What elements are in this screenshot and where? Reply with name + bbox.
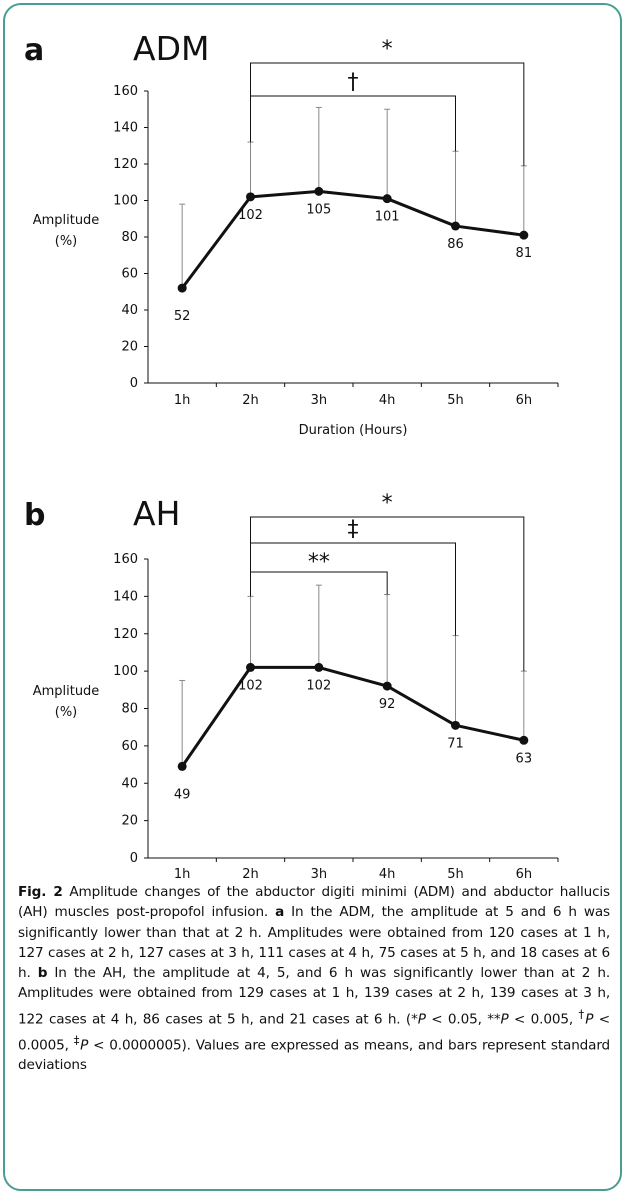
x-tick-label: 3h (311, 393, 328, 408)
data-label: 92 (379, 697, 396, 712)
x-tick-label: 1h (174, 867, 191, 880)
caption-p4-rest: < 0.0000005). Values are expressed as me… (18, 1037, 611, 1074)
data-label: 86 (447, 237, 464, 252)
y-tick-label: 140 (113, 589, 138, 604)
figure-caption: Fig. 2 Amplitude changes of the abductor… (18, 882, 610, 1076)
significance-symbol: † (348, 70, 359, 95)
x-tick-label: 2h (242, 393, 259, 408)
data-label: 105 (306, 202, 331, 217)
caption-p1-prefix: * (411, 1011, 418, 1028)
caption-part-b-text: In the AH, the amplitude at 4, 5, and 6 … (18, 965, 610, 1028)
x-tick-label: 1h (174, 393, 191, 408)
panel-a-title: ADM (133, 29, 209, 68)
data-point (451, 221, 460, 231)
caption-p4-var: P (80, 1037, 89, 1054)
data-point (246, 662, 255, 672)
caption-p2-rest: < 0.005, (508, 1011, 579, 1028)
caption-fig-label: Fig. 2 (18, 884, 63, 900)
caption-p2-var: P (500, 1011, 509, 1028)
data-label: 102 (306, 678, 331, 693)
y-tick-label: 100 (113, 194, 138, 209)
y-tick-label: 80 (121, 702, 138, 717)
caption-p3-var: P (585, 1011, 594, 1028)
significance-bracket (250, 571, 388, 597)
caption-part-a-text: In the ADM, the amplitude at 5 and 6 h w… (18, 904, 610, 982)
y-tick-label: 160 (113, 552, 138, 567)
y-axis-label-unit: (%) (55, 234, 78, 249)
data-label: 102 (238, 208, 263, 223)
x-tick-label: 5h (447, 393, 464, 408)
panel-b-letter: b (24, 498, 45, 533)
caption-part-b-label: b (37, 965, 48, 982)
y-tick-label: 40 (121, 303, 138, 318)
caption-p1-var: P (417, 1011, 426, 1028)
significance-bracket (250, 542, 456, 636)
significance-symbol: * (382, 491, 393, 516)
x-tick-label: 2h (242, 867, 259, 880)
y-tick-label: 0 (130, 376, 138, 391)
data-label: 52 (174, 309, 191, 324)
significance-symbol: * (382, 37, 393, 62)
significance-symbol: ** (308, 550, 330, 575)
data-label: 101 (375, 210, 400, 225)
panel-b-title: AH (133, 494, 180, 533)
data-label: 63 (516, 751, 533, 766)
data-label: 81 (516, 246, 533, 261)
figure-frame (3, 3, 622, 1191)
x-tick-label: 3h (311, 867, 328, 880)
data-point (382, 681, 392, 691)
figure-canvas: a ADM 0 20 40 60 80 100 120 140 160 1h 2h 3h 4h 5h 6h A… (24, 29, 559, 880)
x-tick-label: 4h (379, 867, 396, 880)
caption-p3-prefix: † (578, 1006, 586, 1021)
y-tick-label: 0 (130, 851, 138, 866)
data-label: 102 (238, 678, 263, 693)
data-label: 71 (447, 736, 464, 751)
y-axis-label: Amplitude (33, 684, 100, 699)
y-tick-label: 120 (113, 157, 138, 172)
caption-title: Amplitude changes of the abductor digiti… (18, 884, 610, 921)
y-tick-label: 20 (121, 814, 138, 829)
chart-b: 0 20 40 60 80 100 120 140 160 1h 2h 3h 4h 5h 6h Amplitu… (33, 491, 559, 880)
x-tick-label: 4h (379, 393, 396, 408)
y-tick-label: 60 (121, 739, 138, 754)
caption-part-a-label: a (275, 904, 285, 921)
data-label: 49 (174, 787, 191, 802)
data-point (519, 735, 529, 745)
data-point (519, 230, 529, 240)
caption-p4-prefix: ‡ (73, 1032, 81, 1047)
data-point (246, 192, 255, 202)
y-tick-label: 100 (113, 664, 138, 679)
y-tick-label: 120 (113, 627, 138, 642)
significance-symbol: ‡ (348, 517, 359, 542)
y-tick-label: 60 (121, 267, 138, 282)
x-axis-label: Duration (Hours) (299, 423, 408, 438)
data-point (314, 186, 324, 196)
y-axis-label: Amplitude (33, 213, 100, 228)
y-tick-label: 160 (113, 84, 138, 99)
chart-a: 0 20 40 60 80 100 120 140 160 1h 2h 3h 4h 5h 6h Amplitu… (33, 37, 559, 438)
caption-p3-rest: < 0.0005, (18, 1011, 610, 1054)
series-line (180, 189, 525, 289)
y-axis-label-unit: (%) (55, 705, 78, 720)
data-point (451, 720, 460, 730)
data-point (177, 761, 187, 771)
y-tick-label: 80 (121, 230, 138, 245)
caption-p1-rest: < 0.05, (425, 1011, 488, 1028)
x-tick-label: 5h (447, 867, 464, 880)
x-tick-label: 6h (516, 393, 533, 408)
data-point (177, 283, 187, 293)
caption-p2-prefix: ** (487, 1011, 501, 1028)
data-point (382, 194, 392, 204)
y-tick-label: 40 (121, 776, 138, 791)
x-tick-label: 6h (516, 867, 533, 880)
series-line (180, 665, 525, 768)
data-point (314, 662, 324, 672)
panel-a-letter: a (24, 33, 44, 68)
significance-bracket (250, 95, 456, 152)
y-tick-label: 140 (113, 121, 138, 136)
y-tick-label: 20 (121, 340, 138, 355)
